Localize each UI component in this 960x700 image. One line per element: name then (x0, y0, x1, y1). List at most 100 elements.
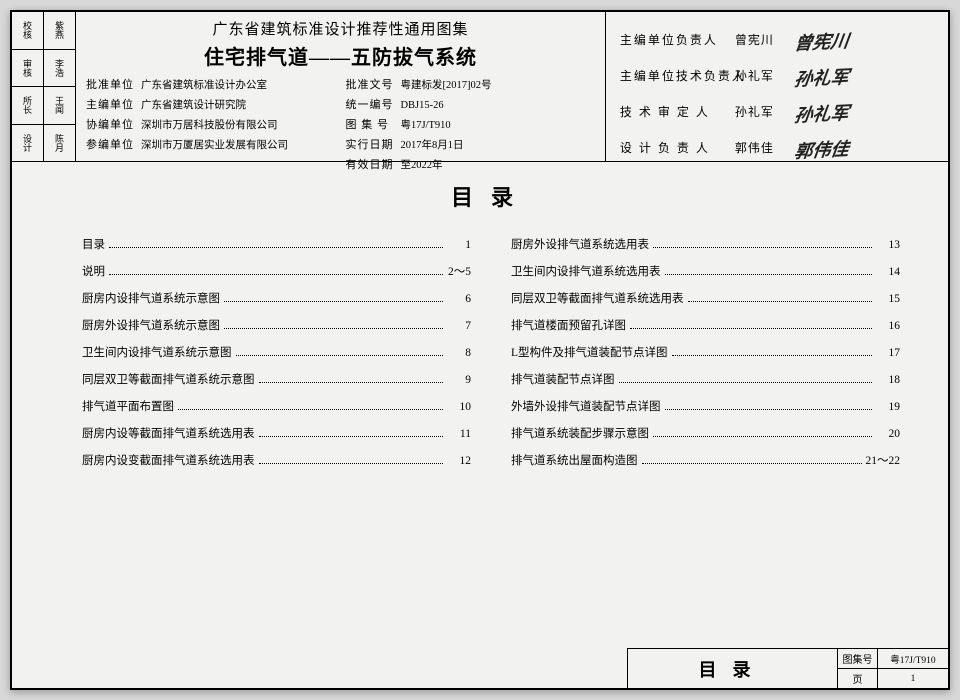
toc-leader-dots (630, 328, 872, 329)
toc-label: 同层双卫等截面排气道系统示意图 (82, 371, 255, 387)
toc-leader-dots (259, 382, 444, 383)
header-band: 校核 审核 所长 设计 紫燕 李浩 王闻 陈月 广东省建筑标准设计推荐性通用图集… (12, 12, 948, 162)
sign-role: 主编单位负责人 (620, 31, 725, 48)
toc-row: 外墙外设排气道装配节点详图19 (511, 398, 900, 414)
toc-page: 12 (447, 455, 471, 467)
toc-row: 排气道平面布置图10 (82, 398, 471, 414)
toc-leader-dots (236, 355, 444, 356)
info-label: 批准单位 (86, 76, 141, 92)
info-row: 协编单位深圳市万居科技股份有限公司 (86, 116, 335, 132)
toc-label: 排气道楼面预留孔详图 (511, 317, 626, 333)
info-row: 批准单位广东省建筑标准设计办公室 (86, 76, 335, 92)
side-cell: 所长 (12, 87, 43, 125)
toc-row: 厨房内设等截面排气道系统选用表11 (82, 425, 471, 441)
toc-row: 说明2～5 (82, 263, 471, 279)
toc-row: 厨房内设变截面排气道系统选用表12 (82, 452, 471, 468)
info-label: 有效日期 (345, 156, 400, 172)
toc-leader-dots (259, 436, 444, 437)
info-col-left: 批准单位广东省建筑标准设计办公室 主编单位广东省建筑设计研究院 协编单位深圳市万… (86, 76, 335, 176)
toc-leader-dots (672, 355, 872, 356)
info-row: 图 集 号粤17J/T910 (345, 116, 594, 132)
toc-label: 厨房内设排气道系统示意图 (82, 290, 220, 306)
toc-row: 排气道系统装配步骤示意图 20 (511, 425, 900, 441)
toc-leader-dots (178, 409, 443, 410)
info-value: 粤建标发[2017]02号 (400, 77, 594, 92)
toc-leader-dots (619, 382, 873, 383)
footer-title: 目录 (628, 649, 838, 688)
toc-page: 17 (876, 347, 900, 359)
side-tab-left: 校核 审核 所长 设计 (12, 12, 44, 161)
toc-columns: 目录 1 说明2～5 厨房内设排气道系统示意图6 厨房外设排气道系统示意图 7 卫生间内设排… (82, 236, 900, 479)
supertitle: 广东省建筑标准设计推荐性通用图集 (86, 18, 595, 39)
info-grid: 批准单位广东省建筑标准设计办公室 主编单位广东省建筑设计研究院 协编单位深圳市万… (86, 76, 595, 176)
footer-block: 目录 图集号 粤17J/T910 页 1 (627, 648, 948, 688)
info-label: 协编单位 (86, 116, 141, 132)
sign-role: 主编单位技术负责人 (620, 67, 725, 84)
toc-row: 同层双卫等截面排气道系统选用表15 (511, 290, 900, 306)
side-cell: 审核 (12, 50, 43, 88)
toc-page: 1 (447, 239, 471, 251)
sign-role: 设 计 负 责 人 (620, 139, 725, 156)
toc-leader-dots (665, 409, 873, 410)
info-row: 有效日期至2022年 (345, 156, 594, 172)
toc-label: 厨房外设排气道系统示意图 (82, 317, 220, 333)
toc-leader-dots (653, 247, 872, 248)
info-row: 实行日期2017年8月1日 (345, 136, 594, 152)
toc-label: 卫生间内设排气道系统选用表 (511, 263, 661, 279)
toc-row: 卫生间内设排气道系统选用表14 (511, 263, 900, 279)
toc-label: 厨房外设排气道系统选用表 (511, 236, 649, 252)
sign-name: 孙礼军 (735, 67, 785, 84)
toc-row: 排气道系统出屋面构造图21～22 (511, 452, 900, 468)
toc-col-left: 目录 1 说明2～5 厨房内设排气道系统示意图6 厨房外设排气道系统示意图 7 卫生间内设排… (82, 236, 471, 479)
toc-row: L型构件及排气道装配节点详图17 (511, 344, 900, 360)
sign-role: 技 术 审 定 人 (620, 103, 725, 120)
info-label: 主编单位 (86, 96, 141, 112)
side-cell: 紫燕 (44, 12, 75, 50)
footer-page-label: 页 (838, 669, 878, 688)
toc-label: 目录 (82, 236, 105, 252)
toc-row: 卫生间内设排气道系统示意图8 (82, 344, 471, 360)
toc-page: 15 (876, 293, 900, 305)
toc-page: 2～5 (447, 263, 471, 279)
toc-label: 排气道平面布置图 (82, 398, 174, 414)
sign-name: 郭伟佳 (735, 139, 785, 156)
toc-page: 16 (876, 320, 900, 332)
toc-label: 排气道装配节点详图 (511, 371, 615, 387)
toc-page: 11 (447, 428, 471, 440)
info-row: 主编单位广东省建筑设计研究院 (86, 96, 335, 112)
toc-row: 排气道装配节点详图 18 (511, 371, 900, 387)
toc-leader-dots (224, 301, 443, 302)
info-row: 批准文号粤建标发[2017]02号 (345, 76, 594, 92)
footer-meta: 图集号 粤17J/T910 页 1 (838, 649, 948, 688)
toc-page: 7 (447, 320, 471, 332)
toc-row: 厨房外设排气道系统选用表 13 (511, 236, 900, 252)
info-label: 参编单位 (86, 136, 141, 152)
footer-meta-row: 图集号 粤17J/T910 (838, 649, 948, 669)
side-cell: 李浩 (44, 50, 75, 88)
toc-label: 排气道系统出屋面构造图 (511, 452, 638, 468)
toc-leader-dots (109, 247, 443, 248)
footer-set-label: 图集号 (838, 649, 878, 668)
signature-row: 主编单位技术负责人 孙礼军 孙礼军 (620, 62, 938, 88)
info-col-right: 批准文号粤建标发[2017]02号 统一编号DBJ15-26 图 集 号粤17J… (345, 76, 594, 176)
toc-row: 厨房内设排气道系统示意图6 (82, 290, 471, 306)
toc-leader-dots (224, 328, 443, 329)
toc-label: 排气道系统装配步骤示意图 (511, 425, 649, 441)
side-cell: 设计 (12, 125, 43, 162)
side-cell: 陈月 (44, 125, 75, 162)
side-cell: 校核 (12, 12, 43, 50)
info-label: 实行日期 (345, 136, 400, 152)
signature-row: 设 计 负 责 人 郭伟佳 郭伟佳 (620, 134, 938, 160)
toc-page: 13 (876, 239, 900, 251)
toc-leader-dots (109, 274, 443, 275)
toc-page: 18 (876, 374, 900, 386)
footer-set-value: 粤17J/T910 (878, 649, 948, 668)
info-value: 粤17J/T910 (400, 117, 594, 132)
info-value: 2017年8月1日 (400, 137, 594, 152)
toc-page: 20 (876, 428, 900, 440)
info-value: 至2022年 (400, 157, 594, 172)
toc-leader-dots (642, 463, 862, 464)
info-label: 统一编号 (345, 96, 400, 112)
drawing-sheet: 校核 审核 所长 设计 紫燕 李浩 王闻 陈月 广东省建筑标准设计推荐性通用图集… (10, 10, 950, 690)
info-value: 深圳市万居科技股份有限公司 (141, 117, 335, 132)
